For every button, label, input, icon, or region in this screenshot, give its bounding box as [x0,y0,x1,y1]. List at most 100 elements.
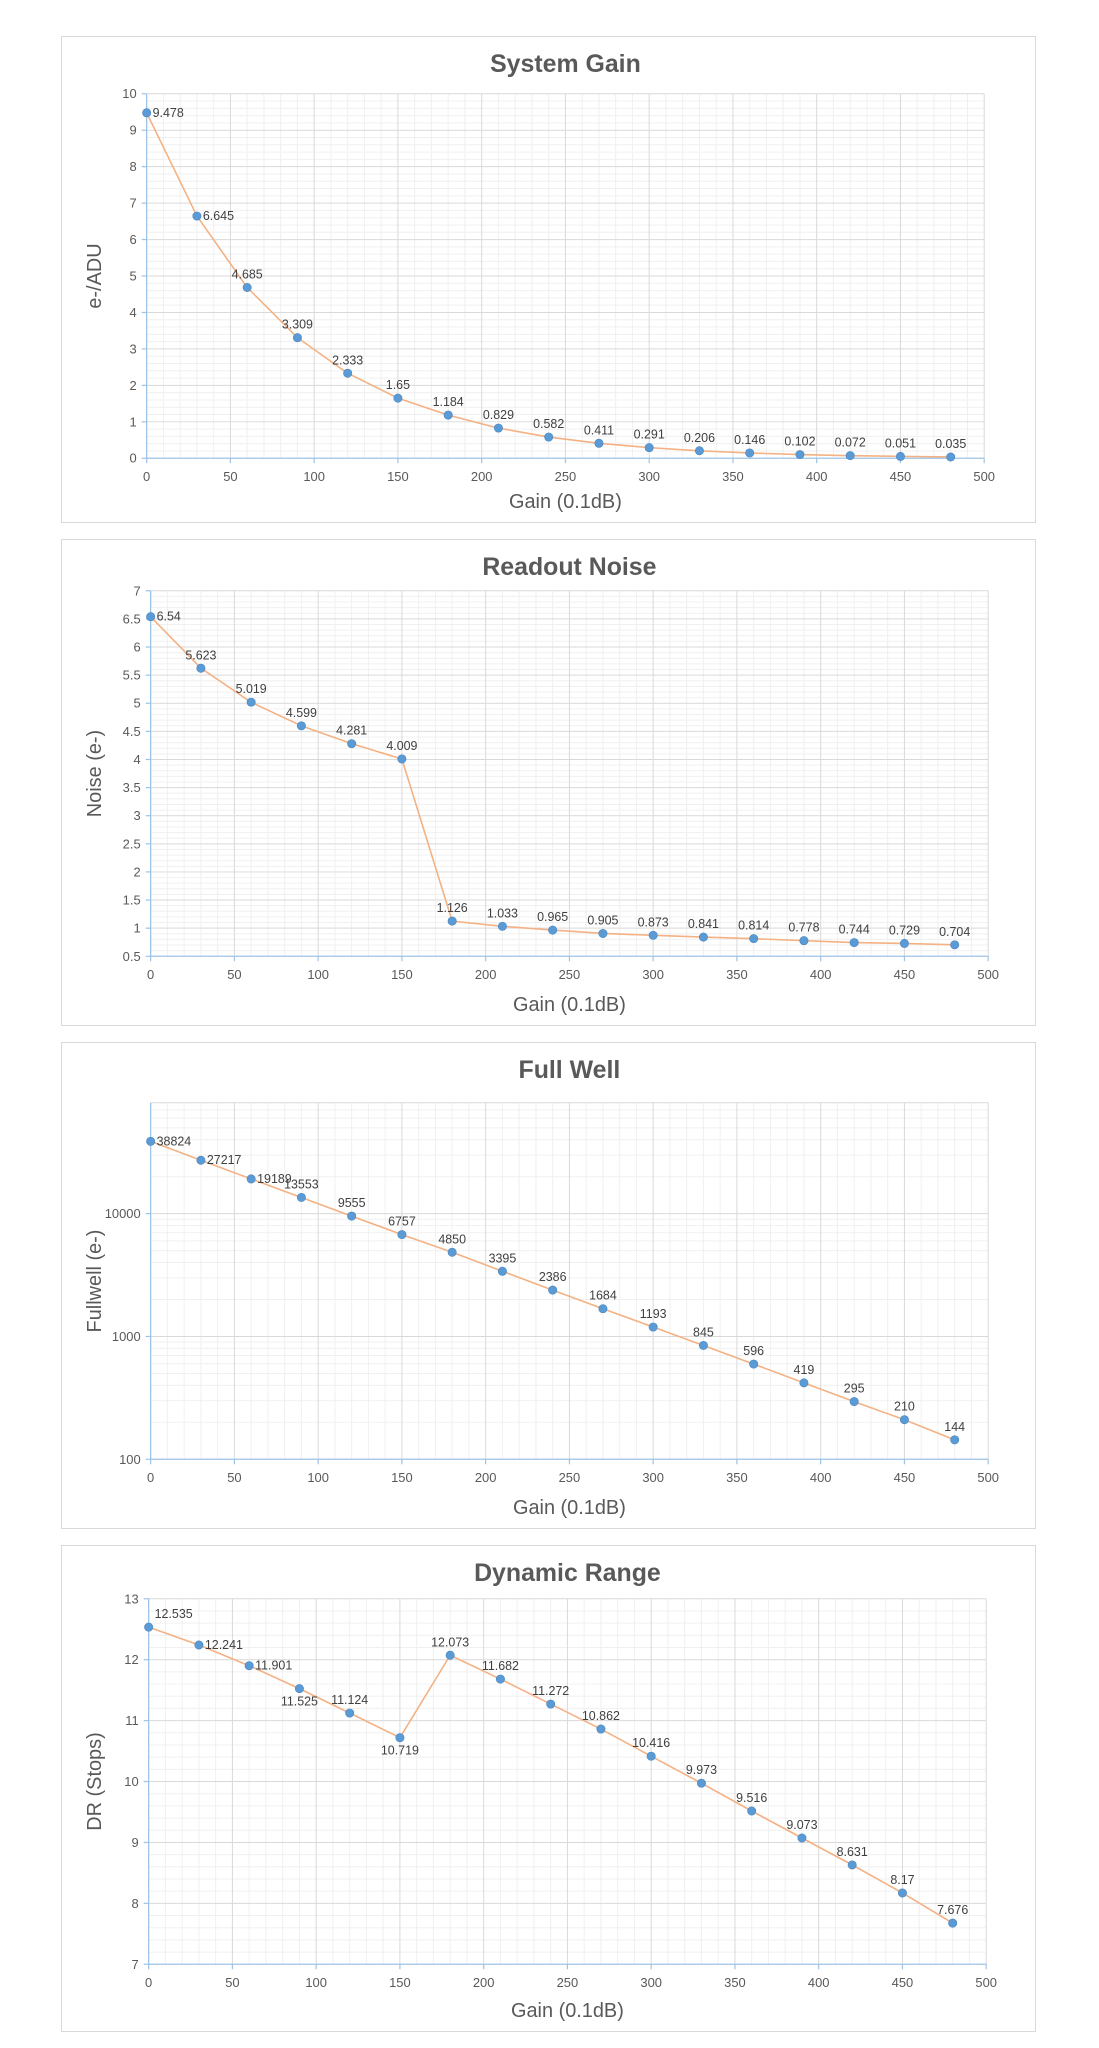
system-gain-data-points [142,108,956,462]
x-tick-label: 300 [640,1975,662,1990]
x-tick-label: 350 [724,1975,746,1990]
data-point [797,1833,807,1843]
y-tick-label: 2 [133,864,140,879]
x-tick-label: 500 [977,1470,999,1485]
data-label: 11.124 [331,1693,368,1707]
data-label: 0.704 [939,925,970,939]
data-label: 144 [944,1420,965,1434]
data-point [598,929,608,938]
x-tick-label: 250 [559,967,581,982]
readout-noise-chart-panel: 0 50 100 150 200 250 300 350 400 450 500 0.5 1 1.5 2 2.… [61,539,1036,1026]
data-label: 10.719 [381,1744,419,1758]
x-tick-label: 350 [726,967,748,982]
y-tick-label: 6 [133,640,140,655]
x-tick-label: 500 [975,1975,997,1990]
data-point [447,916,457,926]
data-label: 13553 [284,1177,319,1191]
data-point [749,934,759,944]
data-point [946,452,956,462]
data-label: 4.281 [336,724,367,738]
data-point [899,938,909,948]
full-well-axes [145,1102,989,1465]
data-point [895,451,905,461]
x-axis-title: Gain (0.1dB) [513,994,626,1016]
x-tick-label: 450 [894,967,916,982]
y-tick-label: 1000 [112,1329,141,1344]
data-point [745,448,755,458]
y-tick-label: 9 [131,1835,138,1850]
y-tick-label: 7 [133,583,140,598]
data-point [847,1860,857,1870]
data-label: 9555 [338,1196,366,1210]
x-tick-label: 450 [894,1470,916,1485]
y-tick-label: 100 [119,1452,141,1467]
data-label: 5.019 [236,682,267,696]
x-tick-label: 0 [147,967,154,982]
data-label: 27217 [207,1153,242,1167]
data-label: 0.778 [788,921,819,935]
data-label: 3395 [489,1251,517,1265]
data-label: 1.65 [386,378,410,392]
y-axis-title: Noise (e-) [84,730,106,817]
x-tick-label: 400 [810,1470,832,1485]
readout-noise-major-gridlines [150,590,989,957]
data-point [246,1174,256,1184]
x-tick-label: 50 [223,469,237,484]
data-point [397,1230,407,1240]
full-well-major-gridlines [150,1102,989,1460]
x-tick-label: 250 [555,469,577,484]
x-tick-label: 250 [559,1470,581,1485]
data-label: 6757 [388,1215,416,1229]
x-tick-label: 300 [642,1470,664,1485]
y-tick-label: 0 [129,451,136,466]
y-tick-label: 3.5 [123,780,141,795]
x-tick-label: 150 [391,967,413,982]
x-tick-label: 50 [227,1470,241,1485]
readout-noise-axes [145,590,989,962]
data-point [493,423,503,433]
x-tick-label: 150 [387,469,409,484]
x-tick-label: 0 [145,1975,152,1990]
data-point [594,438,604,448]
data-point [747,1806,757,1816]
y-tick-label: 7 [131,1957,138,1972]
data-label: 0.072 [835,436,866,450]
y-tick-label: 6 [129,232,136,247]
data-label: 295 [844,1382,865,1396]
x-axis-title: Gain (0.1dB) [509,491,622,513]
data-point [192,211,202,221]
chart-title: Full Well [519,1056,621,1084]
data-point [292,333,302,343]
data-label: 1.126 [437,901,468,915]
dynamic-range-data-points [144,1622,958,1928]
data-label: 1.184 [433,395,464,409]
data-label: 0.841 [688,917,719,931]
data-point [849,938,859,948]
dynamic-range-data-labels: 12.535 12.241 11.901 11.525 11.124 10.719 12.0… [155,1607,969,1917]
data-label: 0.814 [738,919,769,933]
data-label: 2.333 [332,353,363,367]
full-well-chart-panel: 0 50 100 150 200 250 300 350 400 450 500 100 1000 100… [61,1042,1036,1529]
system-gain-data-labels: 9.478 6.645 4.685 3.309 2.333 1.65 1.184 0.829 0… [153,106,967,451]
data-point [294,1684,304,1694]
x-tick-label: 400 [810,967,832,982]
data-label: 5.623 [185,648,216,662]
full-well-tick-labels: 0 50 100 150 200 250 300 350 400 450 500 100 1000 100… [105,1206,999,1485]
y-tick-label: 12 [124,1652,138,1667]
x-tick-label: 400 [806,469,828,484]
data-point [696,1778,706,1788]
x-tick-label: 200 [471,469,493,484]
data-label: 8.17 [890,1873,914,1887]
data-label: 12.535 [155,1607,193,1621]
dynamic-range-major-gridlines [148,1598,987,1965]
x-tick-label: 200 [475,967,497,982]
data-label: 0.206 [684,431,715,445]
x-tick-label: 50 [225,1975,239,1990]
y-tick-label: 0.5 [123,949,141,964]
x-tick-label: 350 [722,469,744,484]
y-tick-label: 10000 [105,1206,141,1221]
data-label: 2386 [539,1270,567,1284]
data-point [395,1733,405,1743]
